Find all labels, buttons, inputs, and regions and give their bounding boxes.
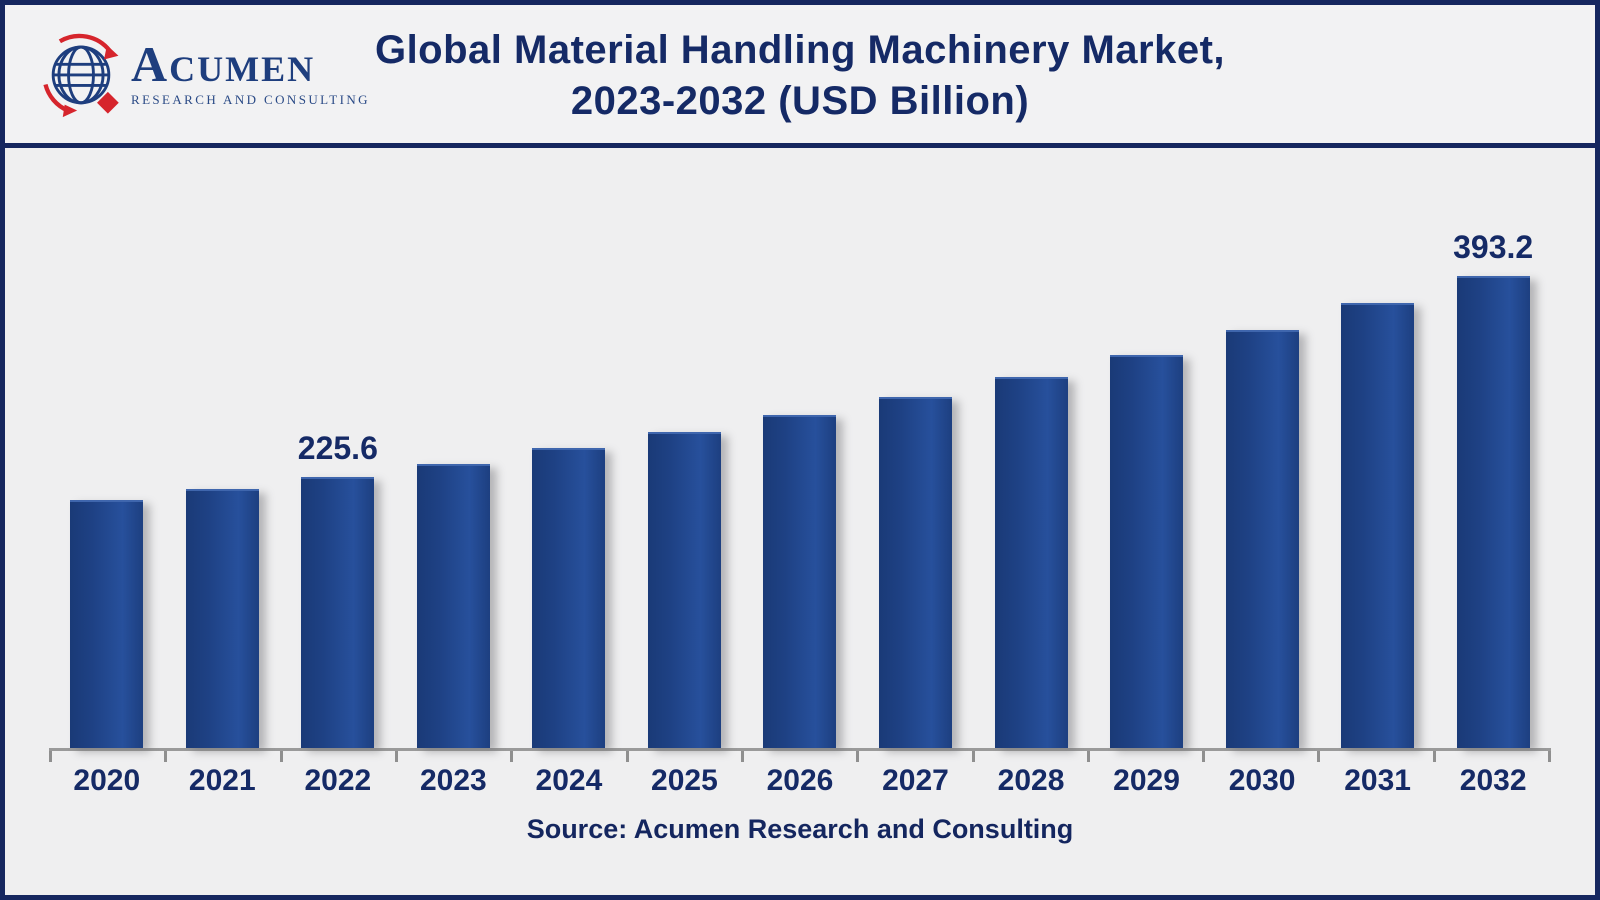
tick-2021 <box>167 751 283 762</box>
bar-slot-2026 <box>742 148 858 748</box>
plot-area: 225.6 393.2 <box>49 148 1551 748</box>
bar-slot-2025 <box>627 148 743 748</box>
chart-title-line1: Global Material Handling Machinery Marke… <box>374 28 1226 72</box>
logo-text: ACUMEN RESEARCH AND CONSULTING <box>131 39 370 108</box>
tick-2025 <box>629 751 744 762</box>
bar-slot-2030 <box>1204 148 1320 748</box>
bar-slot-2021 <box>165 148 281 748</box>
bar-value-label-2022: 225.6 <box>297 430 378 467</box>
tick-2030 <box>1205 751 1321 762</box>
tick-2022 <box>283 751 398 762</box>
chart-title: Global Material Handling Machinery Marke… <box>5 5 1595 127</box>
bar-slot-2027 <box>858 148 974 748</box>
x-axis-ticks <box>49 751 1552 762</box>
bar-slot-2029 <box>1089 148 1205 748</box>
bar-2029 <box>1110 354 1184 748</box>
bar-2025 <box>647 431 721 748</box>
tick-2023 <box>398 751 514 762</box>
x-label-2030: 2030 <box>1228 764 1296 797</box>
bar-2024 <box>532 448 606 748</box>
bar-value-label-2032: 393.2 <box>1453 229 1534 266</box>
bar-2032 <box>1456 276 1530 748</box>
bar-slot-2028 <box>973 148 1089 748</box>
bar-2023 <box>416 464 490 748</box>
bar-2020 <box>70 500 144 748</box>
x-label-2025: 2025 <box>651 764 718 797</box>
tick-2032 <box>1436 751 1552 762</box>
chart-title-line2: 2023-2032 (USD Billion) <box>570 78 1030 123</box>
bar-slot-2022: 225.6 <box>280 148 396 748</box>
globe-icon <box>43 33 119 118</box>
bar-chart: 225.6 393.2 2020 2021 2022 2023 2024 2025 2026 2… <box>5 148 1595 845</box>
x-label-2021: 2021 <box>188 764 256 797</box>
bar-2021 <box>185 488 259 748</box>
x-label-2027: 2027 <box>882 764 949 797</box>
source-note: Source: Acumen Research and Consulting <box>526 814 1074 844</box>
x-label-2022: 2022 <box>304 764 372 797</box>
bar-2028 <box>994 377 1068 748</box>
x-label-2026: 2026 <box>766 764 834 797</box>
x-axis-line <box>49 748 1551 751</box>
x-label-2024: 2024 <box>535 764 603 797</box>
tick-2020 <box>49 751 168 762</box>
tick-2029 <box>1090 751 1206 762</box>
x-label-2031: 2031 <box>1344 764 1411 797</box>
x-label-2029: 2029 <box>1113 764 1180 797</box>
x-label-2028: 2028 <box>997 764 1065 797</box>
x-label-2032: 2032 <box>1459 764 1527 797</box>
x-label-2023: 2023 <box>419 764 487 797</box>
x-label-2020: 2020 <box>73 764 141 797</box>
bar-2031 <box>1341 303 1415 748</box>
tick-2028 <box>975 751 1090 762</box>
tick-2031 <box>1320 751 1436 762</box>
bar-slot-2023 <box>396 148 512 748</box>
logo-name: ACUMEN <box>131 35 316 92</box>
tick-2027 <box>859 751 975 762</box>
bar-slot-2032: 393.2 <box>1435 148 1551 748</box>
x-axis-labels: 2020 2021 2022 2023 2024 2025 2026 2027 2028 2029… <box>49 764 1551 798</box>
logo-subtitle: RESEARCH AND CONSULTING <box>131 91 370 107</box>
bar-slot-2031 <box>1320 148 1436 748</box>
acumen-logo: ACUMEN RESEARCH AND CONSULTING <box>33 25 370 121</box>
bar-2027 <box>878 397 952 748</box>
tick-2026 <box>744 751 860 762</box>
bar-2026 <box>763 414 837 748</box>
bar-2022 <box>301 477 375 748</box>
bar-slot-2020 <box>49 148 165 748</box>
bar-slot-2024 <box>511 148 627 748</box>
tick-2024 <box>513 751 629 762</box>
bar-2030 <box>1225 330 1299 748</box>
header: ACUMEN RESEARCH AND CONSULTING Global Ma… <box>5 5 1595 148</box>
